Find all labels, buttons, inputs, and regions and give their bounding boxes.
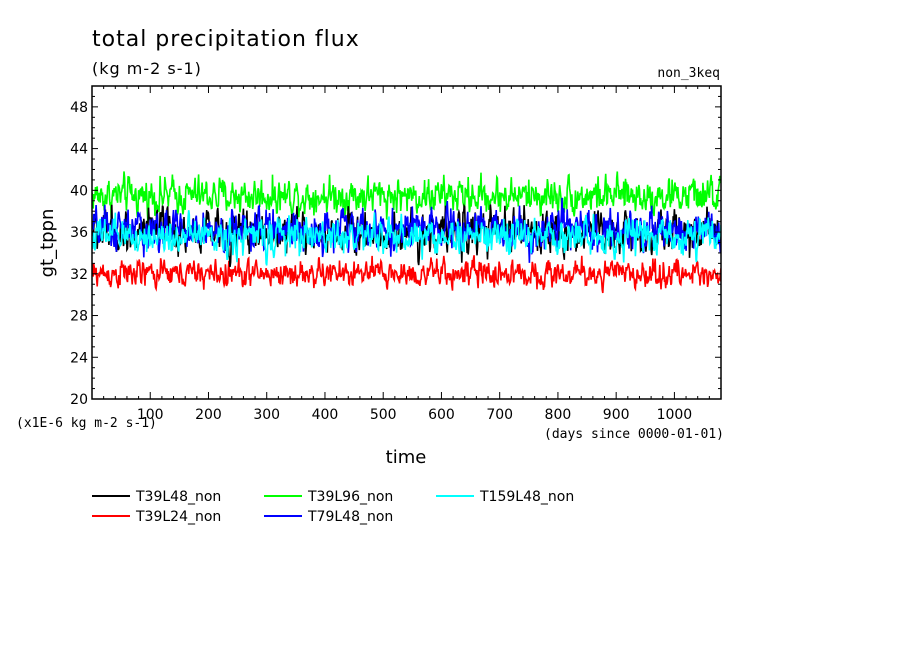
legend-label: T39L24_non (135, 509, 221, 525)
y-tick-label: 32 (70, 267, 88, 283)
legend-label: T39L48_non (135, 489, 221, 505)
y-tick-label: 48 (70, 100, 88, 116)
x-tick-label: 300 (253, 407, 280, 423)
x-tick-label: 600 (428, 407, 455, 423)
x-tick-label: 200 (195, 407, 222, 423)
y-tick-label: 40 (70, 183, 88, 199)
y-tick-label: 28 (70, 309, 88, 325)
x-unit-label: (days since 0000-01-01) (544, 427, 724, 442)
legend-label: T79L48_non (307, 509, 393, 525)
y-tick-label: 36 (70, 225, 88, 241)
x-tick-label: 900 (603, 407, 630, 423)
chart-title: total precipitation flux (92, 27, 360, 52)
series-line-t39l96-non (92, 171, 721, 224)
x-tick-label: 400 (312, 407, 339, 423)
experiment-label: non_3keq (657, 66, 720, 81)
x-tick-label: 800 (545, 407, 572, 423)
series-line-t39l24-non (92, 255, 721, 294)
chart-subtitle: (kg m-2 s-1) (92, 59, 202, 78)
plot-area: 20 24 28 32 36 40 44 48 100 200 300 400 500 600 700 800… (70, 85, 722, 423)
y-unit-label: (x1E-6 kg m-2 s-1) (16, 416, 157, 431)
y-tick-label: 24 (70, 350, 88, 366)
legend: T39L48_non T39L96_non T159L48_non T39L24_no… (92, 489, 574, 525)
legend-label: T39L96_non (307, 489, 393, 505)
y-tick-label: 20 (70, 392, 88, 408)
series-line-t79l48-non (92, 197, 721, 263)
x-axis-label: time (386, 447, 427, 468)
axis-ticks: 20 24 28 32 36 40 44 48 100 200 300 400 500 600 700 800… (70, 85, 721, 423)
y-tick-label: 44 (70, 142, 88, 158)
x-tick-label: 700 (486, 407, 513, 423)
y-axis-label: gt_tppn (37, 209, 58, 278)
x-tick-label: 100 (137, 407, 164, 423)
x-tick-label: 500 (370, 407, 397, 423)
legend-label: T159L48_non (479, 489, 574, 505)
x-tick-label: 1000 (657, 407, 693, 423)
series-group (92, 171, 721, 294)
series-line-t159l48-non (92, 210, 721, 266)
